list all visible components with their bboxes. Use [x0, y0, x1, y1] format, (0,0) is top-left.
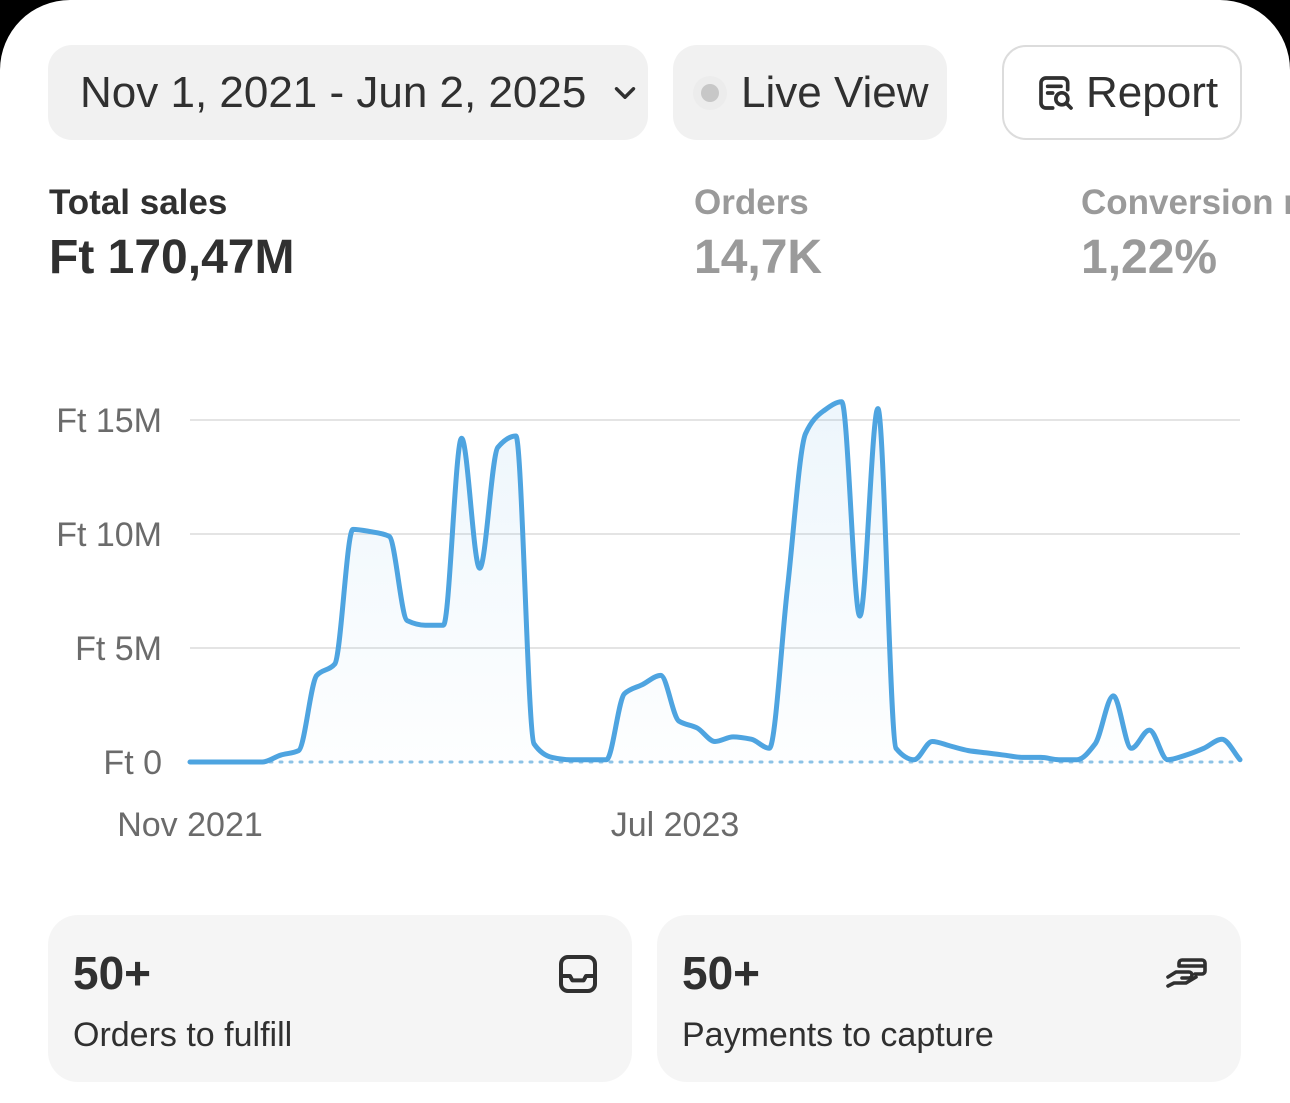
date-range-picker[interactable]: Nov 1, 2021 - Jun 2, 2025: [48, 45, 648, 140]
x-tick-label: Jul 2023: [611, 806, 740, 844]
metric-label: Conversion rate: [1081, 183, 1290, 222]
payments-to-capture-tile[interactable]: 50+ Payments to capture: [657, 915, 1241, 1082]
y-axis-ticks: Ft 0 Ft 5M Ft 10M Ft 15M: [56, 402, 162, 782]
metric-orders[interactable]: Orders 14,7K: [694, 182, 822, 288]
y-tick-label: Ft 5M: [75, 630, 162, 668]
report-button[interactable]: Report: [1002, 45, 1242, 140]
metric-value: 14,7K: [694, 231, 823, 284]
live-view-label: Live View: [741, 67, 929, 117]
inbox-icon: [559, 955, 597, 993]
orders-to-fulfill-tile[interactable]: 50+ Orders to fulfill: [48, 915, 632, 1082]
series-area: [190, 401, 1240, 762]
chevron-down-icon: [615, 86, 636, 99]
live-view-button[interactable]: Live View: [673, 45, 947, 140]
report-search-icon: [1039, 75, 1073, 110]
date-range-label: Nov 1, 2021 - Jun 2, 2025: [80, 67, 587, 117]
tile-count: 50+: [682, 947, 761, 999]
report-label: Report: [1086, 67, 1219, 117]
sales-chart[interactable]: Ft 0 Ft 5M Ft 10M Ft 15M Nov 2021 Jul 2023: [0, 380, 1290, 860]
tile-label: Orders to fulfill: [73, 1016, 293, 1054]
live-status-dot-icon: [693, 75, 727, 110]
metric-label: Orders: [694, 183, 809, 222]
tile-label: Payments to capture: [682, 1016, 994, 1054]
metric-total-sales[interactable]: Total sales Ft 170,47M: [49, 182, 294, 288]
metric-value: 1,22%: [1081, 231, 1218, 284]
y-tick-label: Ft 0: [103, 744, 162, 782]
metric-label: Total sales: [49, 183, 228, 222]
y-tick-label: Ft 10M: [56, 516, 162, 554]
x-axis-ticks: Nov 2021 Jul 2023: [117, 806, 739, 844]
tile-count: 50+: [73, 947, 152, 999]
y-tick-label: Ft 15M: [56, 402, 162, 440]
payment-hand-icon: [1166, 958, 1207, 988]
metric-value: Ft 170,47M: [49, 231, 295, 284]
x-tick-label: Nov 2021: [117, 806, 263, 844]
series-line: [187, 399, 1243, 765]
metric-conversion-rate[interactable]: Conversion rate 1,22%: [1081, 182, 1290, 288]
